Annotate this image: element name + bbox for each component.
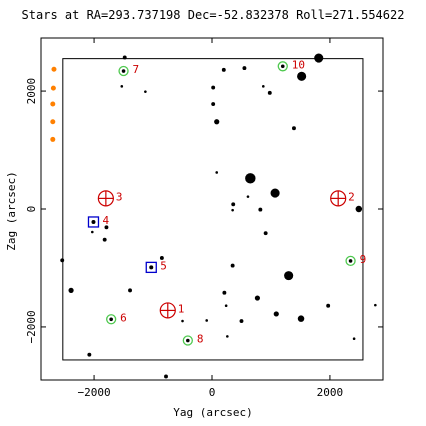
- field-star: [226, 335, 229, 338]
- guide-star-label: 7: [133, 63, 140, 76]
- field-star: [239, 319, 244, 323]
- guide-star: [121, 69, 126, 73]
- field-star: [205, 319, 208, 322]
- fid-light-label: 3: [116, 190, 123, 203]
- acq-star-marker: [145, 261, 157, 274]
- y-tick-label: −2000: [25, 310, 38, 343]
- acq-star-label: 5: [160, 259, 167, 272]
- x-tick-label: −2000: [78, 386, 111, 399]
- y-tick-label: 2000: [25, 78, 38, 105]
- field-star: [254, 295, 261, 301]
- field-star: [91, 230, 94, 234]
- field-star: [270, 188, 280, 198]
- field-star: [211, 85, 216, 90]
- guide-star: [348, 259, 353, 263]
- guide-star-marker: [106, 314, 117, 325]
- guide-star: [109, 317, 113, 322]
- chart-marks: 7 10 6 8 9 4 5 1 2 3: [50, 53, 377, 379]
- field-star: [242, 66, 247, 71]
- field-star: [258, 207, 263, 212]
- field-star: [164, 374, 168, 379]
- guide-star-marker: [118, 65, 129, 77]
- field-star: [211, 102, 216, 106]
- guide-star: [186, 338, 190, 343]
- guide-star: [280, 64, 285, 69]
- field-star: [231, 202, 236, 207]
- field-star: [273, 311, 279, 317]
- acq-star-label: 4: [102, 214, 109, 227]
- field-star: [104, 225, 109, 230]
- field-star: [159, 255, 164, 260]
- field-star: [297, 315, 305, 322]
- acq-star: [149, 265, 154, 270]
- field-star: [128, 288, 132, 293]
- y-axis-label: Zag (arcsec): [5, 171, 18, 250]
- bad-star: [50, 85, 56, 91]
- field-star: [224, 304, 228, 308]
- field-star: [221, 67, 226, 72]
- guide-star-label: 8: [197, 332, 204, 345]
- ccd-boundary-box: [62, 58, 364, 361]
- field-star: [263, 231, 268, 236]
- x-axis-label: Yag (arcsec): [173, 406, 252, 419]
- field-star: [120, 85, 124, 88]
- field-star: [144, 90, 147, 93]
- axes: −2000 0 2000 −2000 0 2000: [25, 38, 383, 399]
- field-star: [181, 319, 184, 323]
- field-star: [292, 126, 296, 131]
- field-star: [122, 55, 127, 60]
- field-star: [262, 85, 265, 88]
- plot-area: [40, 37, 384, 381]
- bad-star: [50, 119, 56, 125]
- field-star: [284, 271, 294, 281]
- field-star: [326, 303, 331, 308]
- field-star: [245, 173, 256, 184]
- field-star: [352, 337, 356, 341]
- acq-star-marker: [87, 216, 100, 228]
- bad-star: [50, 101, 56, 107]
- fid-light-label: 2: [348, 190, 355, 203]
- field-star: [355, 205, 363, 213]
- guide-star-label: 6: [120, 311, 127, 324]
- field-star: [87, 352, 92, 357]
- chart-title: Stars at RA=293.737198 Dec=-52.832378 Ro…: [22, 8, 405, 22]
- guide-star-marker: [277, 61, 288, 72]
- bad-star: [51, 66, 57, 72]
- x-tick-label: 0: [209, 386, 216, 399]
- bad-star: [50, 136, 56, 142]
- field-star: [246, 195, 250, 198]
- field-star: [102, 237, 107, 242]
- guide-star-label: 10: [292, 58, 305, 71]
- guide-star-marker: [345, 255, 356, 267]
- field-star: [60, 258, 65, 263]
- guide-star-marker: [182, 335, 193, 346]
- field-star: [222, 290, 227, 295]
- field-star: [68, 287, 74, 293]
- field-star: [267, 90, 272, 95]
- field-star: [215, 171, 219, 174]
- fid-light-label: 1: [178, 302, 185, 315]
- field-star: [374, 303, 377, 307]
- y-tick-label: 0: [25, 206, 38, 213]
- field-star: [314, 53, 324, 63]
- acq-star: [91, 219, 96, 224]
- guide-star-label: 9: [360, 253, 367, 266]
- field-star: [230, 263, 235, 268]
- field-star: [297, 71, 307, 81]
- field-star: [231, 208, 234, 212]
- field-star: [214, 119, 220, 125]
- x-tick-label: 2000: [317, 386, 344, 399]
- plot-frame: [40, 37, 384, 381]
